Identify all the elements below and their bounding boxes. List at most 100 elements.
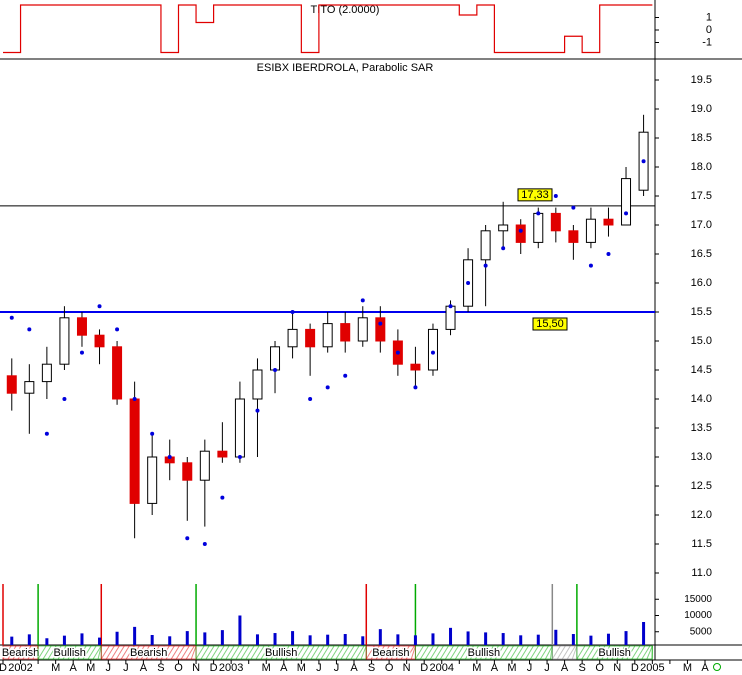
regime-hatch bbox=[32, 645, 39, 660]
level-label: 15,50 bbox=[536, 318, 564, 330]
regime-hatch bbox=[631, 645, 641, 660]
x-tick-label: J bbox=[544, 662, 550, 674]
sar-dot bbox=[553, 194, 558, 198]
sar-dot bbox=[378, 321, 383, 326]
regime-hatch bbox=[449, 645, 459, 660]
regime-hatch bbox=[524, 645, 534, 660]
regime-hatch bbox=[509, 645, 519, 660]
regime-label: Bearish bbox=[372, 647, 409, 659]
indicator-tick-label: 1 bbox=[706, 11, 712, 23]
x-tick-label: O bbox=[595, 662, 604, 674]
regime-hatch bbox=[105, 645, 115, 660]
candle-body bbox=[270, 346, 281, 371]
candle-body bbox=[252, 369, 263, 400]
candle-body bbox=[76, 317, 87, 336]
x-tick-label: A bbox=[140, 662, 148, 674]
x-tick-label: M bbox=[262, 662, 271, 674]
regime-hatch bbox=[494, 645, 504, 660]
x-tick-label: M bbox=[86, 662, 95, 674]
sar-dot bbox=[518, 228, 523, 233]
regime-hatch bbox=[82, 645, 92, 660]
regime-hatch bbox=[439, 645, 449, 660]
regime-hatch bbox=[190, 645, 197, 660]
regime-hatch bbox=[200, 645, 210, 660]
candle-body bbox=[112, 346, 123, 400]
volume-bar bbox=[62, 635, 66, 645]
x-tick-label: O bbox=[174, 662, 183, 674]
candle-body bbox=[550, 212, 561, 232]
regime-hatch bbox=[596, 645, 606, 660]
y-tick-label: 17.5 bbox=[691, 190, 712, 202]
regime-hatch bbox=[270, 645, 280, 660]
regime-hatch bbox=[484, 645, 494, 660]
regime-hatch bbox=[355, 645, 365, 660]
volume-bar bbox=[168, 636, 172, 645]
volume-bar bbox=[238, 615, 242, 645]
regime-hatch bbox=[97, 645, 102, 660]
regime-hatch bbox=[255, 645, 265, 660]
candle-body bbox=[305, 328, 316, 348]
volume-bar bbox=[45, 638, 49, 645]
y-tick-label: 16.0 bbox=[691, 277, 712, 289]
sar-dot bbox=[237, 455, 242, 459]
candle-body bbox=[357, 317, 368, 342]
regime-hatch bbox=[636, 645, 646, 660]
x-tick-label: J bbox=[316, 662, 322, 674]
volume-bar bbox=[554, 629, 558, 645]
volume-bar bbox=[273, 633, 277, 645]
regime-hatch bbox=[150, 645, 160, 660]
regime-hatch bbox=[469, 645, 479, 660]
x-tick-label: D bbox=[0, 662, 7, 674]
regime-label: Bullish bbox=[53, 647, 85, 659]
level-label-box bbox=[517, 188, 553, 202]
regime-hatch bbox=[135, 645, 145, 660]
regime-hatch bbox=[616, 645, 626, 660]
sar-dot bbox=[588, 263, 593, 268]
y-tick-label: 19.5 bbox=[691, 74, 712, 86]
regime-hatch bbox=[17, 645, 27, 660]
regime-hatch bbox=[434, 645, 444, 660]
y-tick-label: 16.5 bbox=[691, 248, 712, 260]
regime-hatch bbox=[380, 645, 390, 660]
regime-hatch bbox=[405, 645, 415, 660]
regime-label: Bearish bbox=[130, 647, 167, 659]
sar-dot bbox=[624, 211, 629, 216]
regime-hatch bbox=[606, 645, 616, 660]
sar-dot bbox=[641, 159, 646, 164]
regime-label: Bullish bbox=[598, 647, 630, 659]
sar-dot bbox=[483, 263, 488, 268]
volume-bar bbox=[308, 635, 312, 645]
sar-dot bbox=[185, 536, 190, 541]
regime-hatch bbox=[280, 645, 290, 660]
regime-hatch bbox=[195, 645, 205, 660]
regime-hatch bbox=[320, 645, 330, 660]
volume-bar bbox=[361, 636, 365, 645]
sar-dot bbox=[571, 205, 576, 210]
regime-hatch bbox=[641, 645, 651, 660]
sar-dot bbox=[606, 252, 611, 256]
regime-hatch bbox=[576, 645, 586, 660]
regime-hatch bbox=[67, 645, 77, 660]
volume-bar bbox=[185, 631, 189, 645]
regime-label: Bearish bbox=[2, 647, 39, 659]
regime-hatch bbox=[245, 645, 255, 660]
x-tick-label: J bbox=[106, 662, 112, 674]
candle-body bbox=[515, 224, 526, 243]
sar-dot bbox=[536, 211, 541, 216]
regime-hatch bbox=[87, 645, 97, 660]
sar-dot bbox=[115, 327, 120, 332]
candle-body bbox=[94, 334, 105, 348]
regime-hatch bbox=[22, 645, 32, 660]
regime-hatch bbox=[544, 645, 553, 660]
y-tick-label: 15.0 bbox=[691, 335, 712, 347]
volume-bar bbox=[203, 632, 207, 645]
sar-dot bbox=[79, 350, 84, 355]
candle-body bbox=[41, 363, 52, 383]
y-tick-label: 12.5 bbox=[691, 480, 712, 492]
x-tick-label: 2005 bbox=[640, 662, 664, 674]
y-tick-label: 11.0 bbox=[691, 567, 712, 579]
regime-hatch bbox=[340, 645, 350, 660]
indicator-tick-label: 0 bbox=[706, 24, 712, 36]
regime-hatch bbox=[100, 645, 110, 660]
